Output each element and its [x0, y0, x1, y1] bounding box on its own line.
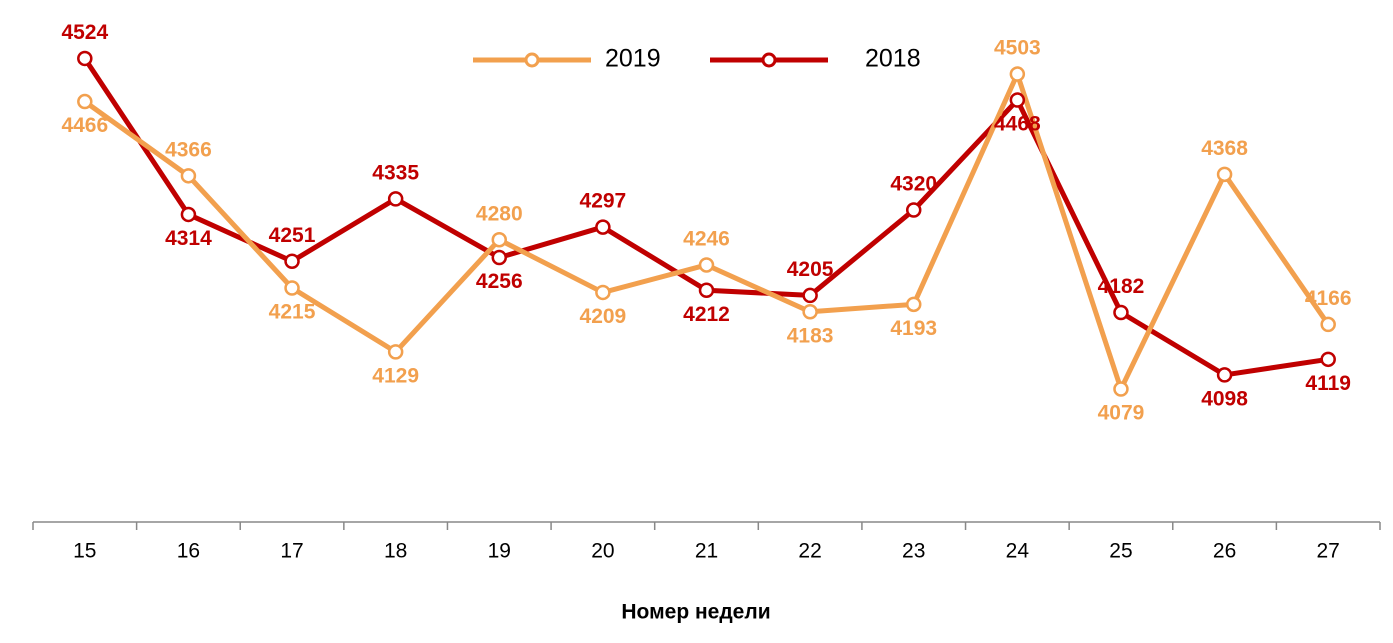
value-label: 4098	[1201, 387, 1248, 410]
data-point	[387, 191, 404, 207]
legend-marker	[761, 52, 777, 68]
value-label: 4314	[165, 227, 212, 250]
value-label: 4297	[580, 190, 627, 213]
value-label: 4280	[476, 202, 523, 225]
data-point	[284, 253, 300, 270]
value-label: 4335	[372, 161, 419, 184]
x-tick-label: 24	[1006, 540, 1030, 563]
data-point	[77, 93, 93, 110]
x-tick-label: 26	[1213, 540, 1236, 563]
data-point	[77, 50, 93, 67]
legend-marker	[524, 52, 540, 68]
value-label: 4119	[1305, 372, 1351, 395]
data-point	[698, 282, 715, 298]
value-label: 4524	[61, 21, 108, 44]
x-tick-label: 18	[384, 540, 407, 563]
data-point	[1113, 381, 1129, 397]
value-label: 4129	[372, 364, 419, 387]
value-label: 4468	[994, 113, 1041, 136]
data-point	[905, 202, 922, 218]
value-label: 4320	[890, 173, 937, 196]
value-label: 4212	[683, 303, 730, 326]
x-tick-label: 16	[177, 540, 200, 563]
data-point	[284, 280, 300, 296]
data-point	[802, 287, 818, 304]
x-tick-label: 20	[591, 540, 614, 563]
value-label: 4182	[1098, 275, 1145, 298]
data-point	[387, 344, 404, 360]
value-label: 4193	[890, 317, 937, 340]
series-line	[82, 57, 1329, 378]
x-tick-label: 22	[798, 540, 821, 563]
data-point	[802, 304, 818, 320]
value-label: 4466	[61, 114, 108, 137]
data-point	[1320, 316, 1336, 333]
data-point	[1009, 92, 1026, 108]
value-label: 4251	[269, 224, 316, 247]
data-point	[1216, 367, 1233, 383]
value-label: 4366	[165, 138, 212, 161]
value-label: 4368	[1201, 137, 1248, 160]
data-point	[595, 219, 611, 235]
x-tick-label: 27	[1317, 540, 1340, 563]
value-label: 4209	[580, 305, 627, 328]
data-point	[1009, 66, 1026, 82]
data-point	[1113, 304, 1129, 321]
value-label: 4503	[994, 37, 1041, 60]
x-tick-label: 25	[1109, 540, 1132, 563]
value-label: 4256	[476, 270, 523, 293]
data-point	[1216, 166, 1233, 183]
legend-label: 2018	[865, 45, 921, 73]
value-label: 4205	[787, 258, 834, 281]
value-label: 4166	[1305, 287, 1352, 310]
value-label: 4079	[1098, 402, 1145, 425]
x-tick-label: 17	[280, 540, 303, 563]
value-label: 4215	[269, 301, 316, 324]
value-label: 4246	[683, 228, 730, 251]
data-point	[698, 257, 715, 273]
legend-label: 2019	[605, 45, 661, 73]
x-tick-label: 21	[695, 540, 718, 563]
data-point	[180, 168, 197, 184]
x-tick-label: 23	[902, 540, 925, 563]
x-tick-label: 19	[488, 540, 511, 563]
data-point	[905, 296, 922, 313]
data-point	[595, 284, 611, 301]
value-label: 4183	[787, 324, 834, 347]
x-tick-label: 15	[73, 540, 96, 563]
data-point	[491, 231, 508, 248]
x-axis-title: Номер недели	[621, 601, 770, 624]
data-point	[180, 206, 197, 223]
data-point	[491, 249, 508, 266]
data-point	[1320, 351, 1336, 368]
